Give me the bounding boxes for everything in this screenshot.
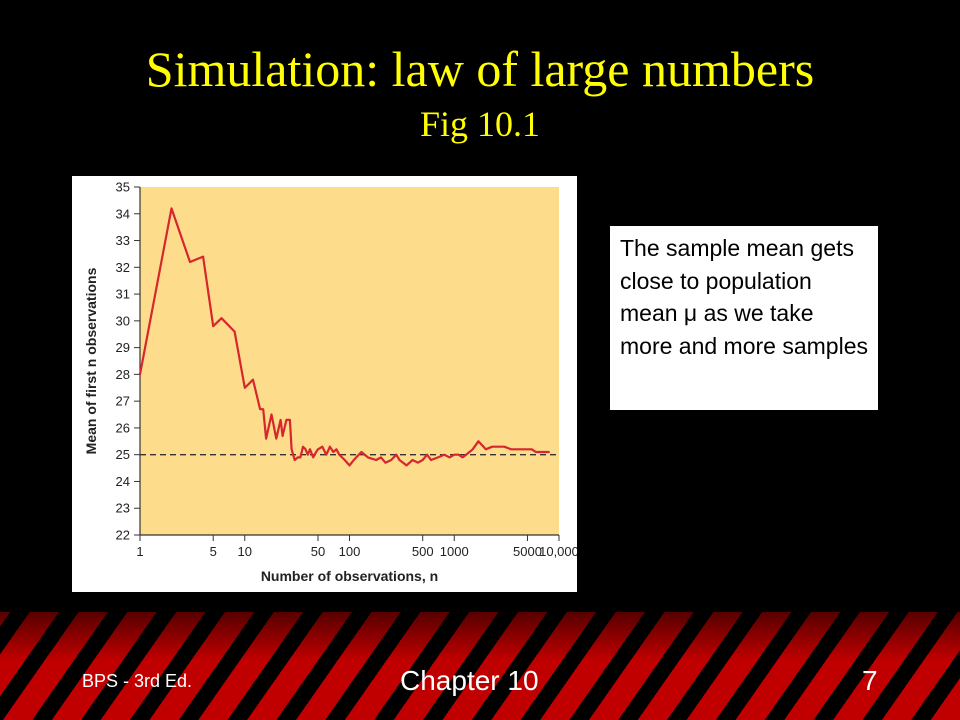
y-tick-label: 23 [116,501,130,516]
x-tick-label: 5000 [513,544,542,559]
series-line-0 [138,207,550,467]
callout-box: The sample mean gets close to population… [608,224,880,412]
y-tick-label: 27 [116,394,130,409]
slide-subtitle: Fig 10.1 [419,104,541,144]
law-of-large-numbers-chart: 22 23 24 25 26 27 28 29 30 31 32 33 34 35 1 5 10 50 100 500… [83,180,577,585]
y-tick-label: 25 [116,447,130,462]
x-tick-label: 1 [136,544,143,559]
footer-fade [0,612,960,720]
y-tick-label: 28 [116,367,130,382]
y-tick-label: 35 [116,180,130,195]
y-axis-title: Mean of first n observations [83,267,99,454]
y-tick-label: 22 [116,528,130,543]
x-tick-label: 5 [210,544,217,559]
footer-edition: BPS - 3rd Ed. [82,671,193,691]
y-tick-label: 33 [116,233,130,248]
figure-panel: 22 23 24 25 26 27 28 29 30 31 32 33 34 35 1 5 10 50 100 500… [72,176,577,592]
x-tick-label: 50 [311,544,325,559]
x-tick-label: 100 [339,544,361,559]
plot-area [140,187,559,535]
y-tick-label: 31 [116,287,130,302]
y-tick-label: 24 [116,474,130,489]
x-tick-label: 10,000 [539,544,577,559]
footer-chapter: Chapter 10 [400,665,539,696]
y-tick-label: 30 [116,313,130,328]
x-axis-title: Number of observations, n [261,568,438,584]
x-tick-label: 1000 [440,544,469,559]
y-tick-label: 32 [116,260,130,275]
y-tick-label: 29 [116,340,130,355]
y-tick-label: 26 [116,420,130,435]
slide-number: 7 [862,665,878,696]
y-tick-label: 34 [116,206,130,221]
slide-title: Simulation: law of large numbers [145,41,815,97]
x-tick-label: 10 [238,544,252,559]
x-tick-label: 500 [412,544,434,559]
